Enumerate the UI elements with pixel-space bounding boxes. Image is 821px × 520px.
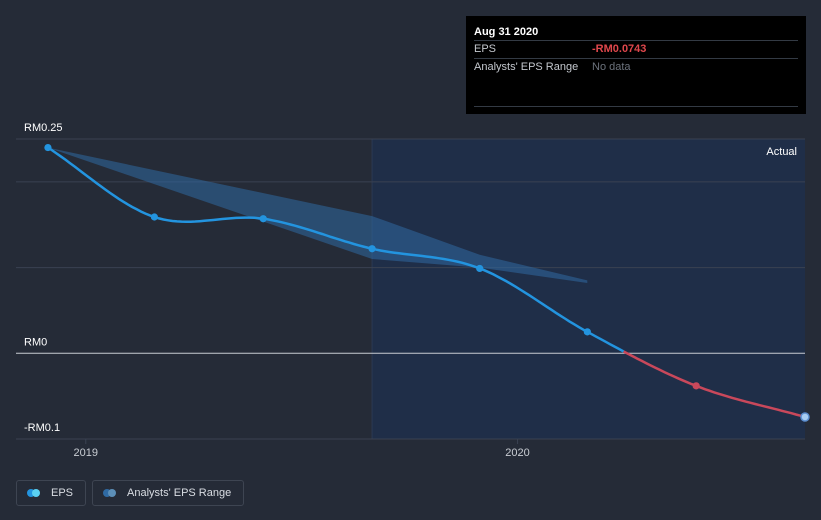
grid-lines <box>16 138 805 269</box>
x-axis-label: 2019 <box>74 447 98 459</box>
eps-line-positive <box>47 146 625 353</box>
tooltip-date: Aug 31 2020 <box>474 26 539 38</box>
tooltip-row-eps: EPS -RM0.0743 <box>474 40 798 58</box>
range-swatch-icon <box>103 489 119 497</box>
tooltip-range-value: No data <box>592 61 631 73</box>
chart-legend: EPS Analysts' EPS Range <box>16 480 245 506</box>
actual-region-label: Actual <box>766 146 797 158</box>
eps-tooltip: Aug 31 2020 EPS -RM0.0743 Analysts' EPS … <box>466 16 806 114</box>
y-axis-label: -RM0.1 <box>24 422 60 434</box>
analysts-eps-range-band <box>47 147 588 283</box>
eps-point[interactable] <box>150 213 159 221</box>
eps-point[interactable] <box>44 143 52 152</box>
eps-point[interactable] <box>692 382 700 390</box>
y-axis-labels: RM0.25 RM0 -RM0.1 <box>24 122 63 434</box>
eps-point[interactable] <box>800 412 810 422</box>
eps-swatch-icon <box>27 489 43 497</box>
eps-point[interactable] <box>583 328 591 336</box>
tooltip-range-label: Analysts' EPS Range <box>474 61 579 73</box>
x-axis-label: 2020 <box>505 447 529 459</box>
x-axis-ticks: 2019 2020 <box>74 439 530 459</box>
eps-point[interactable] <box>368 245 376 253</box>
tooltip-divider <box>474 106 798 107</box>
tooltip-row-range: Analysts' EPS Range No data <box>474 58 798 76</box>
eps-line-negative <box>623 350 806 419</box>
eps-point[interactable] <box>259 215 267 223</box>
legend-eps-label: EPS <box>51 487 74 499</box>
y-axis-label: RM0 <box>24 336 47 348</box>
tooltip-eps-value: -RM0.0743 <box>592 43 647 55</box>
y-axis-label: RM0.25 <box>24 122 63 134</box>
legend-range-label: Analysts' EPS Range <box>127 487 232 499</box>
tooltip-eps-label: EPS <box>474 43 497 55</box>
legend-item-eps[interactable]: EPS <box>16 480 87 506</box>
eps-line-segments <box>47 146 806 419</box>
eps-point-markers <box>44 143 810 422</box>
legend-item-range[interactable]: Analysts' EPS Range <box>92 480 245 506</box>
actual-region-background <box>372 139 805 439</box>
eps-point[interactable] <box>476 264 484 273</box>
